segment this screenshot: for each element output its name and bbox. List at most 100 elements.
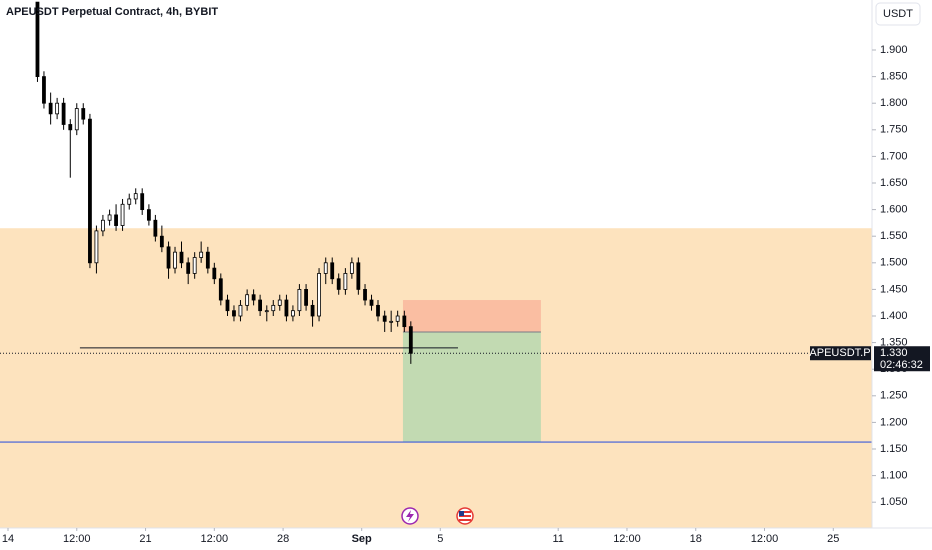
- x-tick-label: 28: [277, 533, 289, 545]
- event-icon-flag[interactable]: [456, 507, 474, 525]
- candle-body: [277, 299, 282, 306]
- candle-body: [42, 76, 46, 104]
- candle-body: [94, 230, 99, 264]
- candle-body: [258, 299, 263, 312]
- candle-body: [225, 299, 230, 312]
- candle-body: [81, 108, 86, 120]
- y-tick-label: 1.550: [880, 230, 908, 242]
- candle-body: [173, 251, 177, 269]
- candle-body: [199, 251, 204, 258]
- x-tick-label: 5: [437, 533, 443, 545]
- candle-body: [317, 273, 321, 317]
- candle-body: [251, 294, 256, 301]
- y-tick-label: 1.900: [880, 44, 908, 56]
- candle-body: [212, 267, 217, 280]
- y-tick-label: 1.200: [880, 416, 908, 428]
- y-tick-label: 1.800: [880, 97, 908, 109]
- candle-body: [349, 262, 354, 274]
- x-tick-label: 18: [690, 533, 702, 545]
- x-tick-label: 11: [552, 533, 563, 545]
- candle-body: [133, 193, 138, 200]
- x-tick-label: 14: [2, 533, 14, 545]
- candle-body: [356, 262, 361, 290]
- candle-body: [408, 326, 413, 354]
- y-tick-label: 1.350: [880, 337, 908, 349]
- candle-body: [363, 289, 367, 301]
- candle-body: [120, 203, 125, 226]
- y-tick-label: 1.250: [880, 390, 908, 402]
- candle-body: [336, 278, 341, 290]
- currency-button-label[interactable]: USDT: [883, 8, 913, 20]
- x-tick-label: Sep: [352, 533, 372, 545]
- candle-body: [402, 315, 407, 328]
- currency-button[interactable]: [875, 2, 921, 26]
- candle-body: [127, 198, 132, 205]
- candle-body: [304, 289, 308, 306]
- candle-body: [291, 310, 295, 317]
- y-tick-label: 1.850: [880, 71, 908, 83]
- candle-body: [68, 124, 73, 131]
- chart-title: APEUSDT Perpetual Contract, 4h, BYBIT: [6, 6, 218, 18]
- candle-body: [271, 304, 276, 312]
- candle-body: [389, 320, 394, 323]
- y-tick-label: 1.600: [880, 204, 908, 216]
- x-tick-label: 12:00: [613, 533, 641, 545]
- candle-body: [395, 315, 400, 322]
- candle-body: [284, 299, 289, 317]
- y-tick-label: 1.650: [880, 177, 908, 189]
- candle-body: [205, 251, 210, 269]
- target-zone: [402, 331, 541, 443]
- candle-body: [101, 219, 105, 232]
- y-tick-label: 1.450: [880, 283, 908, 295]
- candle-body: [238, 304, 243, 317]
- candle-body: [146, 209, 151, 221]
- y-tick-label: 1.500: [880, 257, 908, 269]
- candle-body: [74, 108, 79, 131]
- candle-body: [323, 262, 328, 274]
- stop-zone: [402, 300, 541, 332]
- candle-body: [192, 257, 197, 274]
- x-tick-label: 12:00: [63, 533, 91, 545]
- candle-body: [55, 102, 60, 115]
- candle-body: [35, 1, 40, 78]
- x-tick-label: 12:00: [751, 533, 779, 545]
- candle-body: [343, 273, 348, 290]
- candle-body: [264, 310, 269, 313]
- candle-body: [369, 299, 374, 306]
- y-tick-label: 1.150: [880, 443, 908, 455]
- symbol-label-bg: [810, 346, 871, 361]
- symbol-label: APEUSDT.P: [809, 347, 870, 359]
- candle-body: [61, 102, 66, 125]
- event-icon-lightning[interactable]: [401, 507, 419, 525]
- candle-body: [245, 294, 250, 306]
- candle-body: [310, 304, 315, 317]
- countdown-label: 02:46:32: [880, 359, 923, 371]
- candle-body: [376, 304, 380, 317]
- y-tick-label: 1.700: [880, 150, 908, 162]
- y-tick-label: 1.750: [880, 124, 908, 136]
- candle-body: [297, 289, 302, 312]
- y-tick-label: 1.050: [880, 496, 908, 508]
- x-tick-label: 12:00: [201, 533, 229, 545]
- candle-body: [140, 193, 145, 211]
- candle-body: [232, 310, 236, 317]
- candle-body: [159, 235, 164, 248]
- y-tick-label: 1.400: [880, 310, 908, 322]
- candle-body: [186, 262, 191, 274]
- candle-body: [179, 251, 184, 264]
- candle-body: [107, 214, 112, 221]
- plot-area: [0, 1, 872, 528]
- candle-body: [48, 102, 53, 115]
- candle-body: [166, 246, 171, 269]
- candle-body: [330, 262, 335, 280]
- x-tick-label: 25: [827, 533, 839, 545]
- candle-body: [153, 219, 158, 237]
- x-tick-label: 21: [139, 533, 151, 545]
- candle-body: [218, 278, 223, 301]
- price-label: 1.330: [880, 347, 908, 359]
- candle-body: [114, 214, 118, 226]
- candle-body: [382, 315, 387, 322]
- candle-body: [88, 118, 92, 264]
- price-label-bg: [874, 346, 930, 372]
